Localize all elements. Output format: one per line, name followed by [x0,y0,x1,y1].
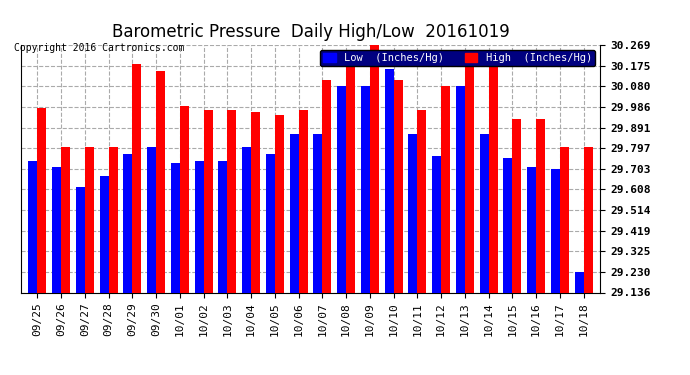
Bar [61,147,70,292]
Bar [251,112,260,292]
Bar [575,272,584,292]
Bar [393,80,403,292]
Bar [489,67,497,292]
Bar [85,147,94,292]
Bar [242,147,251,292]
Bar [417,110,426,292]
Bar [204,110,213,292]
Bar [218,160,228,292]
Bar [337,86,346,292]
Bar [408,134,417,292]
Bar [132,64,141,292]
Bar [322,80,331,292]
Bar [527,167,536,292]
Bar [156,71,165,292]
Bar [384,69,393,292]
Bar [536,119,545,292]
Bar [275,115,284,292]
Bar [584,147,593,292]
Bar [480,134,489,292]
Bar [76,187,85,292]
Bar [560,147,569,292]
Text: Copyright 2016 Cartronics.com: Copyright 2016 Cartronics.com [14,43,184,52]
Bar [441,86,450,292]
Bar [228,110,237,292]
Bar [108,147,117,292]
Legend: Low  (Inches/Hg), High  (Inches/Hg): Low (Inches/Hg), High (Inches/Hg) [320,50,595,66]
Bar [195,160,204,292]
Bar [171,163,180,292]
Bar [147,147,156,292]
Bar [299,110,308,292]
Bar [99,176,108,292]
Bar [313,134,322,292]
Title: Barometric Pressure  Daily High/Low  20161019: Barometric Pressure Daily High/Low 20161… [112,22,509,40]
Bar [551,169,560,292]
Bar [370,45,379,292]
Bar [346,64,355,292]
Bar [290,134,299,292]
Bar [432,156,441,292]
Bar [456,86,465,292]
Bar [504,158,513,292]
Bar [266,154,275,292]
Bar [52,167,61,292]
Bar [361,86,370,292]
Bar [465,62,474,292]
Bar [180,106,189,292]
Bar [37,108,46,292]
Bar [124,154,132,292]
Bar [28,160,37,292]
Bar [513,119,522,292]
